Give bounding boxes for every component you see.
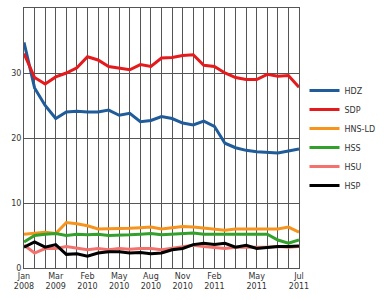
svg-text:Feb2011: Feb2011 bbox=[204, 272, 224, 291]
svg-text:30: 30 bbox=[11, 69, 21, 78]
svg-text:10: 10 bbox=[11, 199, 21, 208]
svg-text:HSU: HSU bbox=[345, 163, 362, 172]
svg-text:Feb2010: Feb2010 bbox=[77, 272, 97, 291]
svg-text:May2011: May2011 bbox=[247, 272, 267, 291]
svg-text:Aug2010: Aug2010 bbox=[141, 272, 161, 291]
svg-text:Jan2008: Jan2008 bbox=[14, 272, 34, 291]
svg-text:HSP: HSP bbox=[345, 182, 361, 191]
svg-text:Jul2011: Jul2011 bbox=[289, 272, 309, 291]
svg-text:0: 0 bbox=[16, 264, 21, 273]
svg-text:HSS: HSS bbox=[345, 144, 361, 153]
svg-text:HDZ: HDZ bbox=[345, 87, 363, 96]
svg-text:SDP: SDP bbox=[345, 106, 361, 115]
svg-text:Mar2009: Mar2009 bbox=[46, 272, 66, 291]
svg-text:Nov2010: Nov2010 bbox=[172, 272, 192, 291]
svg-text:20: 20 bbox=[11, 134, 21, 143]
svg-text:HNS-LD: HNS-LD bbox=[345, 125, 376, 134]
svg-text:May2010: May2010 bbox=[109, 272, 129, 291]
